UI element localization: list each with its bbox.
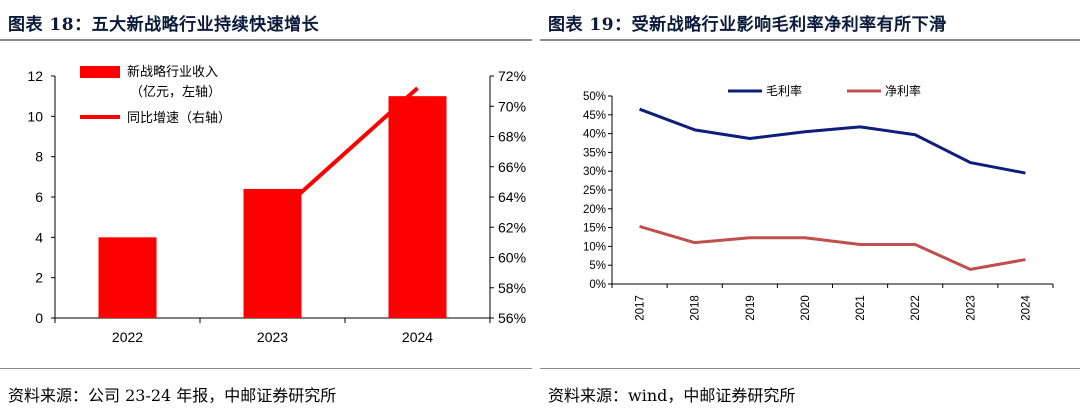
right-line-chart: 0% 5% 10% 15% 20% 25% 30% 35% 40% 45% 50% 2017 2018 2… (583, 83, 1054, 321)
x-tick-label: 2021 (855, 295, 867, 321)
x-tick-label: 2024 (402, 329, 433, 345)
right-y-tick-label: 70% (498, 98, 526, 114)
left-chart-source: 资料来源：公司 23-24 年报，中邮证券研究所 (8, 386, 337, 405)
revenue-bar (388, 96, 447, 319)
left-y-tick-label: 4 (35, 229, 43, 245)
y-tick-label: 30% (583, 166, 606, 178)
net-margin-line (639, 225, 1026, 271)
left-chart-title: 图表 18：五大新战略行业持续快速增长 (8, 15, 320, 35)
y-tick-label: 5% (589, 260, 606, 272)
right-y-tick-label: 68% (498, 129, 526, 145)
left-y-tick-label: 6 (35, 189, 43, 205)
left-combo-chart: 0 2 4 6 8 10 12 56% 58% 60% 62% 64% 66% 68% 70% 72% 2022… (27, 64, 526, 345)
left-y-tick-label: 10 (27, 108, 43, 124)
legend-label-net-margin: 净利率 (885, 83, 921, 98)
left-title-rule (0, 39, 532, 41)
right-y-tick-label: 58% (498, 280, 526, 296)
right-chart-source: 资料来源：wind，中邮证券研究所 (548, 386, 796, 405)
x-tick-label: 2019 (745, 295, 757, 321)
y-tick-label: 20% (583, 204, 606, 216)
y-tick-label: 40% (583, 129, 606, 141)
x-tick-label: 2024 (1020, 295, 1032, 321)
legend-label-growth: 同比增速（右轴） (127, 110, 231, 125)
left-y-tick-label: 2 (35, 270, 43, 286)
left-y-tick-label: 8 (35, 149, 43, 165)
x-tick-label: 2022 (910, 295, 922, 321)
right-title-rule (540, 39, 1080, 41)
legend-label-revenue-unit: （亿元，左轴） (130, 84, 221, 99)
x-tick-label: 2020 (800, 295, 812, 321)
y-tick-label: 35% (583, 147, 606, 159)
revenue-bar (98, 237, 157, 318)
legend-label-revenue: 新战略行业收入 (127, 64, 218, 79)
x-tick-label: 2018 (690, 295, 702, 321)
x-tick-label: 2023 (257, 329, 288, 345)
y-tick-label: 45% (583, 110, 606, 122)
x-tick-label: 2022 (112, 329, 143, 345)
x-tick-label: 2017 (635, 295, 647, 321)
y-tick-label: 25% (583, 185, 606, 197)
right-y-tick-label: 60% (498, 250, 526, 266)
right-y-tick-label: 66% (498, 159, 526, 175)
revenue-bar (243, 188, 302, 318)
right-source-rule (540, 368, 1080, 369)
right-y-tick-label: 72% (498, 68, 526, 84)
gross-margin-line (639, 107, 1026, 175)
y-tick-label: 50% (583, 91, 606, 103)
legend-swatch-revenue (80, 66, 120, 78)
growth-rate-line (271, 86, 419, 220)
y-tick-label: 15% (583, 223, 606, 235)
right-chart-title: 图表 19：受新战略行业影响毛利率净利率有所下滑 (548, 15, 947, 35)
left-source-rule (0, 368, 532, 369)
y-tick-label: 10% (583, 241, 606, 253)
right-y-tick-label: 62% (498, 219, 526, 235)
right-y-tick-label: 64% (498, 189, 526, 205)
x-tick-label: 2023 (965, 295, 977, 321)
left-y-tick-label: 12 (27, 68, 43, 84)
right-chart-panel: 图表 19：受新战略行业影响毛利率净利率有所下滑 0% 5% 10% 15% 20% 25… (540, 0, 1080, 410)
left-chart-panel: 图表 18：五大新战略行业持续快速增长 0 2 4 6 8 10 12 56% 58% 60% 62… (0, 0, 532, 410)
right-y-tick-label: 56% (498, 310, 526, 326)
y-tick-label: 0% (589, 279, 606, 291)
left-y-tick-label: 0 (35, 310, 43, 326)
legend-label-gross-margin: 毛利率 (766, 83, 802, 98)
